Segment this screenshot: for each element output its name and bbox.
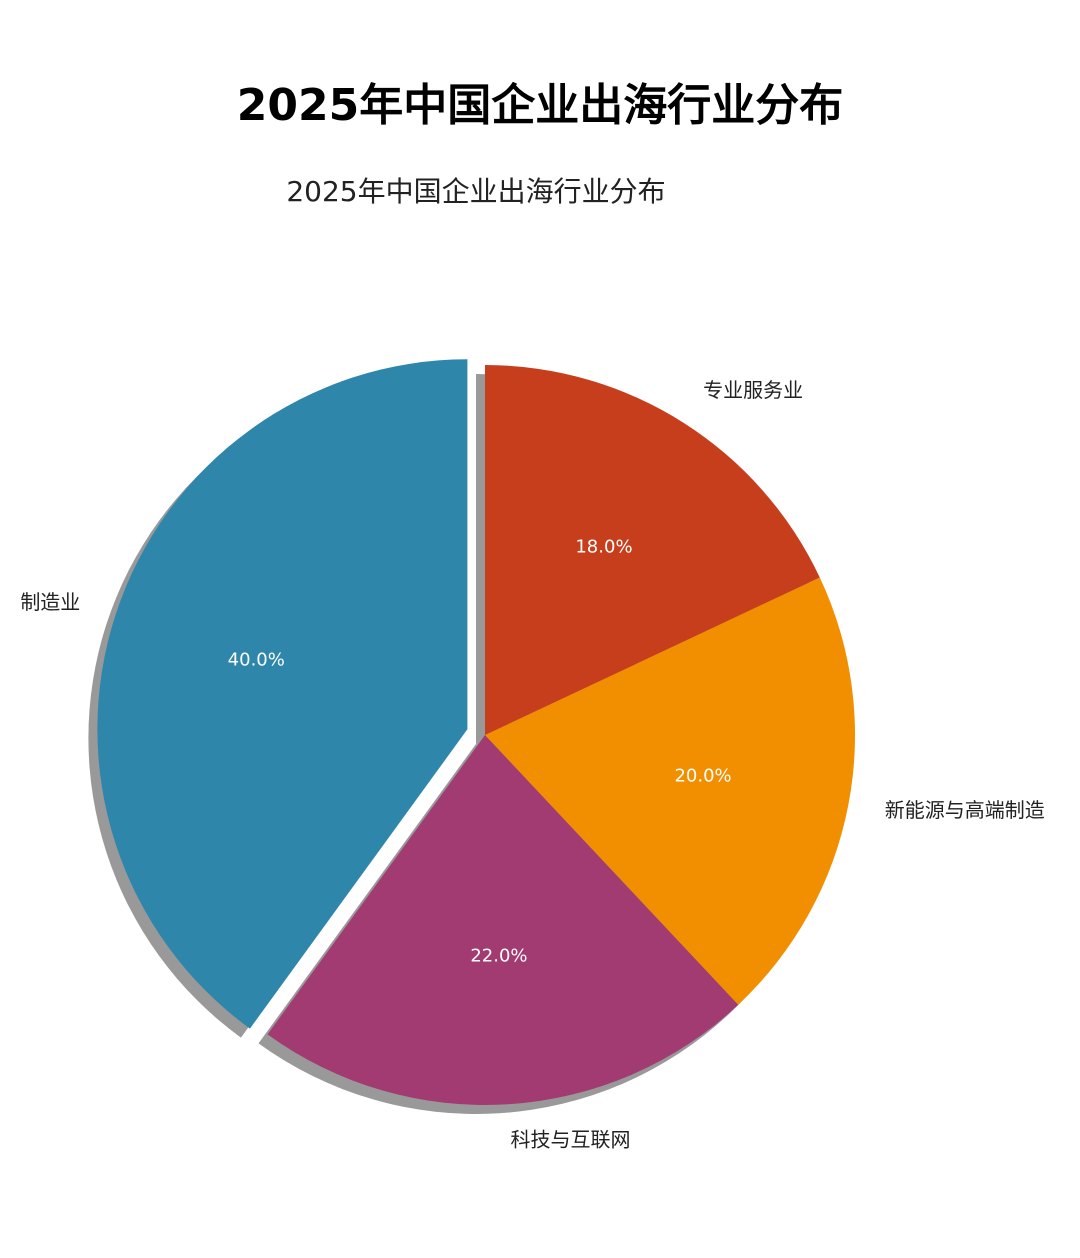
chart-title: 2025年中国企业出海行业分布 (286, 175, 665, 208)
value-label: 18.0% (575, 537, 632, 558)
slice-label: 制造业 (20, 590, 80, 614)
slice-label: 新能源与高端制造 (885, 798, 1045, 822)
value-label: 20.0% (674, 766, 731, 787)
pie-slice (97, 359, 468, 1029)
value-label: 40.0% (228, 650, 285, 671)
pie-slice (267, 735, 739, 1105)
pie-slice (485, 365, 820, 735)
value-label: 22.0% (470, 946, 527, 967)
slice-label: 科技与互联网 (511, 1128, 631, 1152)
slice-label: 专业服务业 (703, 378, 803, 402)
heading: 2025年中国企业出海行业分布 (237, 80, 843, 131)
pie-slice (485, 577, 855, 1005)
